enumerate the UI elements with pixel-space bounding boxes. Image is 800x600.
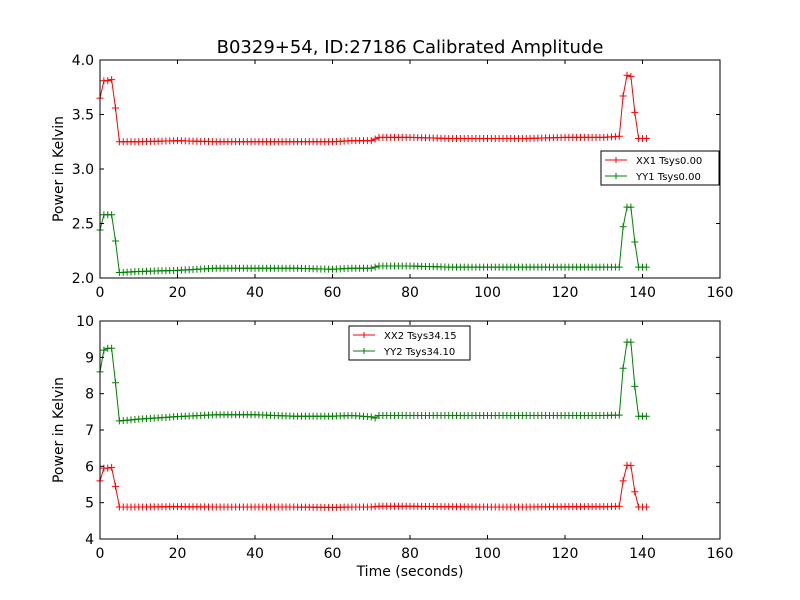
y-tick-label: 4.0 [72,53,94,69]
y-tick-label: 10 [76,314,94,330]
data-point-marker [627,203,635,211]
x-tick-label: 80 [401,285,419,301]
legend-label: XX2 Tsys34.15 [384,331,457,342]
x-tick-label: 60 [324,546,342,562]
legend-box [348,325,471,361]
data-point-marker [615,411,623,419]
chart-title: B0329+54, ID:27186 Calibrated Amplitude [217,37,604,58]
x-axis-label: Time (seconds) [356,564,464,580]
data-point-marker [108,463,116,471]
y-tick-label: 7 [85,423,94,439]
legend-marker [361,332,367,338]
x-tick-label: 120 [552,285,579,301]
x-tick-label: 160 [707,285,734,301]
data-point-marker [631,238,639,246]
x-tick-label: 100 [474,285,501,301]
legend-label: XX1 Tsys0.00 [636,156,702,167]
data-point-marker [631,108,639,116]
data-point-marker [642,134,650,142]
y-tick-label: 2.5 [72,217,94,233]
data-point-marker [642,412,650,420]
y-tick-label: 3.5 [72,108,94,124]
y-tick-label: 2.0 [72,271,94,287]
data-point-marker [615,132,623,140]
series-markers-2 [96,203,650,277]
data-point-marker [371,263,379,271]
data-point-marker [367,413,375,421]
x-tick-label: 20 [169,546,187,562]
data-point-marker [112,237,119,245]
data-point-marker [627,72,635,80]
legend: XX1 Tsys0.00 YY1 Tsys0.00 [600,150,720,186]
x-tick-label: 0 [96,546,105,562]
y-tick-label: 9 [85,350,94,366]
data-point-marker [104,77,112,85]
legend-marker [613,157,619,163]
legend-box [600,150,720,186]
data-point-marker [112,104,119,112]
data-point-marker [623,71,631,79]
data-point-marker [615,263,623,271]
data-point-marker [627,462,635,470]
y-tick-label: 8 [85,387,94,403]
data-point-marker [371,135,379,143]
x-tick-label: 80 [401,546,419,562]
data-point-marker [371,414,379,422]
data-point-marker [100,346,108,354]
bottom-panel: 0 20 40 60 80 100 120 140 160 4 5 6 7 8 9 10 Power in Ke… [51,314,733,580]
data-point-marker [367,264,375,272]
data-point-marker [108,344,116,352]
data-point-marker [631,382,639,390]
data-point-marker [619,92,627,100]
data-point-marker [619,364,627,372]
legend-marker [613,173,619,179]
y-tick-label: 6 [85,459,94,475]
series-markers-1 [96,71,650,146]
y-axis-label: Power in Kelvin [51,377,67,483]
legend-label: YY2 Tsys34.10 [383,347,455,358]
x-tick-label: 100 [474,546,501,562]
data-point-marker [108,76,116,84]
y-axis-label: Power in Kelvin [51,116,67,222]
x-tick-label: 40 [246,546,264,562]
x-tick-label: 160 [707,546,734,562]
x-tick-label: 20 [169,285,187,301]
data-point-marker [642,503,650,511]
x-tick-label: 140 [629,546,656,562]
data-point-marker [615,502,623,510]
legend-marker [361,348,367,354]
data-point-marker [627,338,635,346]
data-point-marker [112,379,119,387]
x-tick-label: 0 [96,285,105,301]
top-panel: 0 20 40 60 80 100 120 140 160 2.0 2.5 3.0 3.5 4.0 Powe… [51,53,733,301]
data-point-marker [642,263,650,271]
series-markers-1 [96,461,650,511]
data-point-marker [619,223,627,231]
data-point-marker [367,137,375,145]
series-markers-2 [96,338,650,425]
legend: XX2 Tsys34.15 YY2 Tsys34.10 [348,325,471,361]
x-tick-label: 120 [552,546,579,562]
data-point-marker [631,488,639,496]
y-tick-label: 5 [85,496,94,512]
data-point-marker [619,477,627,485]
y-tick-label: 3.0 [72,162,94,178]
data-point-marker [104,464,112,472]
x-tick-label: 40 [246,285,264,301]
data-point-marker [112,482,119,490]
data-point-marker [108,211,116,219]
x-tick-label: 140 [629,285,656,301]
x-tick-label: 60 [324,285,342,301]
y-tick-label: 4 [85,532,94,548]
legend-label: YY1 Tsys0.00 [635,172,701,183]
